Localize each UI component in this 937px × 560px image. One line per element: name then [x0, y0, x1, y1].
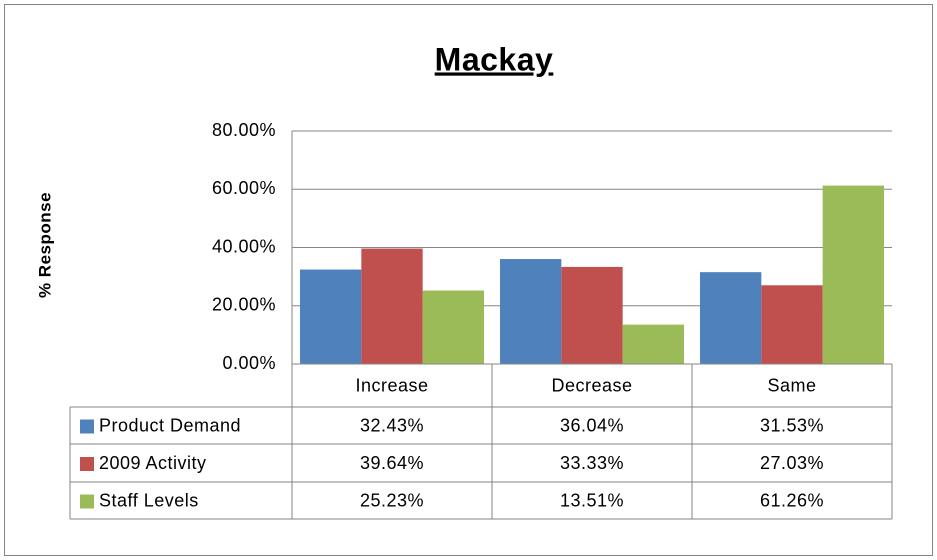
legend-swatch: [80, 494, 94, 509]
x-tick-label: Increase: [355, 375, 428, 395]
bar: [761, 285, 823, 364]
y-tick-label: 40.00%: [212, 236, 276, 256]
bar: [822, 185, 884, 364]
table-value: 33.33%: [560, 453, 624, 473]
bar: [622, 324, 684, 364]
y-tick-label: 60.00%: [212, 178, 276, 198]
x-tick-label: Decrease: [551, 375, 632, 395]
legend-label: Product Demand: [99, 415, 241, 435]
table-value: 32.43%: [360, 415, 424, 435]
x-tick-label: Same: [767, 375, 816, 395]
bar: [361, 248, 423, 364]
table-value: 31.53%: [760, 415, 824, 435]
bar: [422, 290, 484, 364]
y-tick-label: 80.00%: [212, 120, 276, 140]
chart-title: Mackay: [435, 41, 554, 77]
legend-swatch: [80, 457, 94, 471]
legend-label: Staff Levels: [99, 490, 199, 510]
table-value: 27.03%: [760, 453, 824, 473]
chart-border: [4, 4, 933, 556]
table-value: 36.04%: [560, 415, 624, 435]
table-value: 61.26%: [760, 490, 824, 510]
bar: [300, 269, 362, 364]
table-value: 25.23%: [360, 490, 424, 510]
table-value: 39.64%: [360, 453, 424, 473]
bar: [500, 259, 562, 364]
table-value: 13.51%: [560, 490, 624, 510]
y-axis-label: % Response: [35, 192, 54, 298]
legend-label: 2009 Activity: [99, 453, 207, 473]
bar: [561, 266, 623, 364]
y-tick-label: 20.00%: [212, 295, 276, 315]
y-tick-label: 0.00%: [222, 353, 276, 373]
legend-swatch: [80, 419, 94, 434]
bar: [700, 272, 762, 364]
